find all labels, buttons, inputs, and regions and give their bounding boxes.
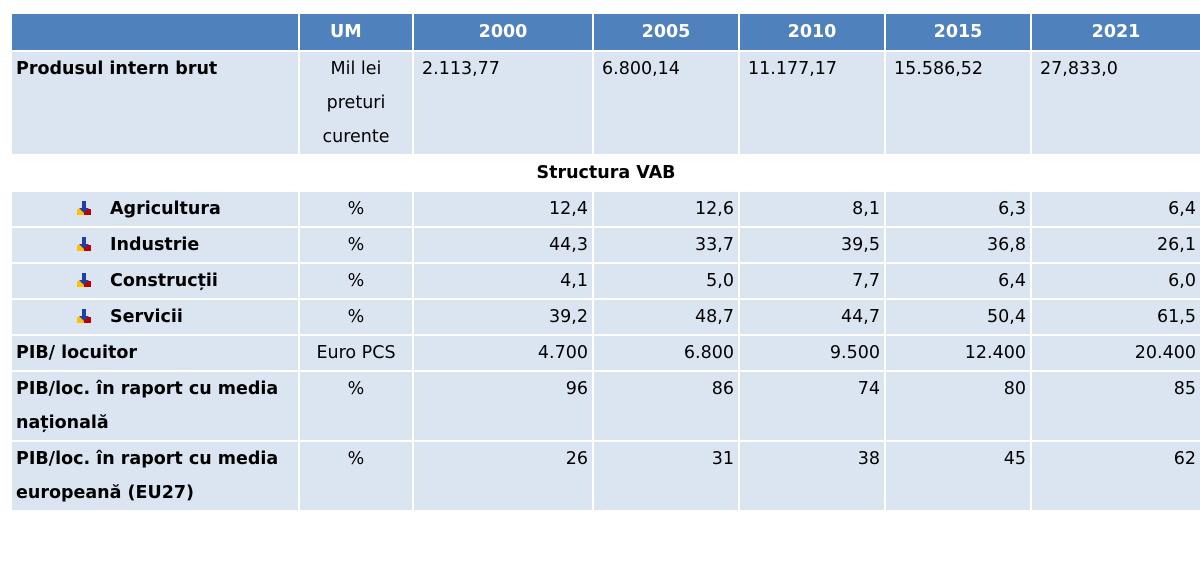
row-value: 96 (412, 370, 594, 442)
row-value: 86 (592, 370, 740, 442)
row-value: 48,7 (592, 298, 740, 336)
row-value: 20.400 (1030, 334, 1200, 372)
row-value: 6,3 (884, 190, 1032, 228)
data-row: PIB/loc. în raport cu media națională% 96… (10, 370, 1200, 442)
header-year: 2021 (1030, 12, 1200, 52)
row-value: 12.400 (884, 334, 1032, 372)
row-value: 50,4 (884, 298, 1032, 336)
row-unit: Mil lei preturi curente (298, 50, 414, 156)
row-value: 12,6 (592, 190, 740, 228)
row-value: 44,3 (412, 226, 594, 264)
header-year: 2000 (412, 12, 594, 52)
row-value: 26,1 (1030, 226, 1200, 264)
row-value: 38 (738, 440, 886, 512)
section-title: Structura VAB (10, 154, 1200, 192)
bullet-icon (77, 201, 91, 215)
row-value: 4,1 (412, 262, 594, 300)
row-value: 7,7 (738, 262, 886, 300)
row-label: Agricultura (10, 190, 300, 228)
row-value: 33,7 (592, 226, 740, 264)
row-value: 6.800,14 (592, 50, 740, 156)
header-year: 2010 (738, 12, 886, 52)
row-value: 9.500 (738, 334, 886, 372)
row-value: 2.113,77 (412, 50, 594, 156)
sub-row: Construcții% 4,1 5,0 7,7 6,4 6,0 (10, 262, 1200, 300)
data-row: Produsul intern brut Mil lei preturi cure… (10, 50, 1200, 156)
bullet-icon (77, 309, 91, 323)
sub-row: Servicii% 39,2 48,7 44,7 50,4 61,5 (10, 298, 1200, 336)
header-year: 2005 (592, 12, 740, 52)
row-value: 39,5 (738, 226, 886, 264)
row-value: 11.177,17 (738, 50, 886, 156)
row-value: 62 (1030, 440, 1200, 512)
section-row: Structura VAB (10, 154, 1200, 192)
header-unit: UM (298, 12, 414, 52)
row-label: PIB/loc. în raport cu media europeană (E… (10, 440, 300, 512)
row-unit: % (298, 298, 414, 336)
row-value: 36,8 (884, 226, 1032, 264)
row-value: 26 (412, 440, 594, 512)
row-label: PIB/ locuitor (10, 334, 300, 372)
row-label: Industrie (10, 226, 300, 264)
row-value: 6.800 (592, 334, 740, 372)
row-value: 6,4 (884, 262, 1032, 300)
row-unit: % (298, 440, 414, 512)
row-unit: % (298, 226, 414, 264)
sub-row: Agricultura% 12,4 12,6 8,1 6,3 6,4 (10, 190, 1200, 228)
header-blank (10, 12, 300, 52)
table-body: Produsul intern brut Mil lei preturi cure… (10, 50, 1200, 512)
data-row: PIB/ locuitor Euro PCS 4.700 6.800 9.500 12.4… (10, 334, 1200, 372)
row-value: 45 (884, 440, 1032, 512)
data-row: PIB/loc. în raport cu media europeană (E… (10, 440, 1200, 512)
header-row: UM 2000 2005 2010 2015 2021 (10, 12, 1200, 52)
row-label-text: Construcții (110, 271, 218, 291)
table-wrap: UM 2000 2005 2010 2015 2021 Produsul intern … (10, 12, 1200, 512)
row-label: PIB/loc. în raport cu media națională (10, 370, 300, 442)
row-value: 6,4 (1030, 190, 1200, 228)
row-value: 4.700 (412, 334, 594, 372)
bullet-icon (77, 273, 91, 287)
row-value: 8,1 (738, 190, 886, 228)
row-label-text: PIB/loc. în raport cu media europeană (E… (16, 449, 279, 503)
row-value: 15.586,52 (884, 50, 1032, 156)
row-value: 85 (1030, 370, 1200, 442)
row-label: Construcții (10, 262, 300, 300)
row-label-text: Industrie (110, 235, 200, 255)
row-value: 80 (884, 370, 1032, 442)
row-unit: % (298, 190, 414, 228)
row-label-text: Agricultura (110, 199, 221, 219)
row-value: 74 (738, 370, 886, 442)
row-value: 12,4 (412, 190, 594, 228)
row-value: 44,7 (738, 298, 886, 336)
row-label: Servicii (10, 298, 300, 336)
row-label-text: Servicii (110, 307, 183, 327)
header-year: 2015 (884, 12, 1032, 52)
gdp-table: UM 2000 2005 2010 2015 2021 Produsul intern … (10, 12, 1200, 512)
row-value: 5,0 (592, 262, 740, 300)
row-unit: % (298, 262, 414, 300)
row-label-text: PIB/loc. în raport cu media națională (16, 379, 279, 433)
sub-row: Industrie% 44,3 33,7 39,5 36,8 26,1 (10, 226, 1200, 264)
row-label-text: Produsul intern brut (16, 59, 218, 79)
row-value: 61,5 (1030, 298, 1200, 336)
row-label: Produsul intern brut (10, 50, 300, 156)
bullet-icon (77, 237, 91, 251)
row-unit: Euro PCS (298, 334, 414, 372)
row-value: 39,2 (412, 298, 594, 336)
row-value: 31 (592, 440, 740, 512)
row-value: 6,0 (1030, 262, 1200, 300)
row-value: 27,833,0 (1030, 50, 1200, 156)
row-label-text: PIB/ locuitor (16, 343, 138, 363)
row-unit: % (298, 370, 414, 442)
